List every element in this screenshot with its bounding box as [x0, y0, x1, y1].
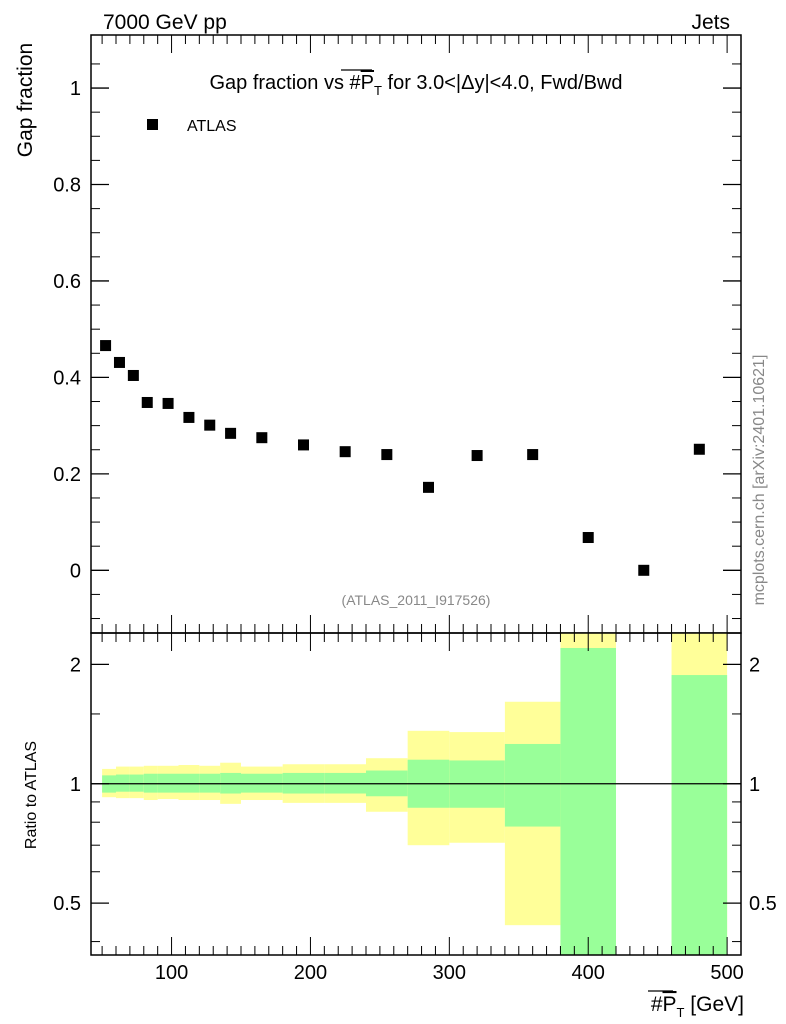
xlabel-suffix: [GeV]	[684, 993, 744, 1016]
ratio-y-tick-label-right: 0.5	[749, 893, 777, 915]
data-point	[100, 340, 112, 352]
data-point	[256, 432, 268, 444]
data-point	[141, 396, 153, 408]
title-suffix: for 3.0<|Δy|<4.0, Fwd/Bwd	[382, 72, 623, 94]
stat-uncertainty-band	[671, 675, 728, 955]
x-axis-label: #PT [GeV]	[651, 993, 744, 1020]
main-y-tick-label: 0.6	[53, 271, 81, 293]
ratio-y-tick-label: 1	[70, 774, 81, 796]
ratio-y-tick-label-right: 2	[749, 654, 760, 676]
mcplots-side-label: mcplots.cern.ch [arXiv:2401.10621]	[751, 355, 768, 606]
x-tick-label: 100	[155, 962, 188, 984]
ratio-axis-ticks: 0.5 0.5 1 1 2 2 100 200 300 400 500	[53, 633, 777, 984]
data-point	[423, 481, 434, 493]
main-y-tick-label: 0.4	[53, 367, 81, 389]
data-point	[183, 411, 195, 423]
legend-label-atlas: ATLAS	[187, 118, 237, 135]
data-point	[693, 443, 705, 455]
data-point	[127, 369, 139, 381]
main-y-tick-label: 0.8	[53, 175, 81, 197]
ratio-plot-frame	[90, 632, 742, 956]
data-point	[638, 564, 650, 576]
data-point	[113, 356, 125, 368]
data-point	[471, 450, 483, 462]
ratio-uncertainty-bands	[102, 633, 728, 955]
xlabel-pt-subscript: T	[677, 1005, 685, 1020]
xlabel-prefix: #	[651, 993, 663, 1016]
ratio-plot: 0.5 0.5 1 1 2 2 100 200 300 400 500 Ratio to ATLAS…	[23, 632, 777, 1020]
x-tick-label: 300	[433, 962, 466, 984]
data-point	[225, 427, 237, 439]
title-prefix: Gap fraction vs #	[209, 72, 361, 94]
data-point	[162, 397, 174, 409]
main-y-tick-label: 0	[70, 560, 81, 582]
ratio-y-tick-label: 0.5	[53, 893, 81, 915]
data-point	[582, 532, 594, 544]
stat-uncertainty-band	[560, 647, 616, 955]
legend-marker	[147, 119, 158, 130]
analysis-watermark: (ATLAS_2011_I917526)	[342, 592, 491, 608]
main-y-axis-label: Gap fraction	[14, 43, 37, 157]
data-point	[298, 439, 309, 451]
ratio-y-axis-label: Ratio to ATLAS	[23, 741, 40, 849]
title-pt-subscript: T	[374, 83, 382, 98]
data-point	[527, 449, 539, 461]
xlabel-pt-symbol: P	[663, 993, 677, 1016]
main-y-tick-label: 1	[70, 78, 81, 100]
main-plot-title: Gap fraction vs #PT for 3.0<|Δy|<4.0, Fw…	[209, 72, 622, 98]
data-point	[204, 419, 216, 431]
main-y-tick-label: 0.2	[53, 464, 81, 486]
ratio-y-tick-label-right: 1	[749, 774, 760, 796]
x-tick-label: 200	[294, 962, 327, 984]
data-point	[381, 449, 393, 461]
x-tick-label: 500	[710, 962, 743, 984]
title-pt-symbol: P	[361, 72, 374, 94]
ratio-y-tick-label: 2	[70, 654, 81, 676]
main-data-points	[100, 340, 705, 576]
jets-label: Jets	[691, 11, 730, 34]
main-y-ticks: 0 0.2 0.4 0.6 0.8 1	[53, 35, 741, 633]
stat-uncertainty-band	[504, 743, 561, 827]
data-point	[339, 446, 351, 458]
energy-label: 7000 GeV pp	[103, 11, 227, 34]
x-tick-label: 400	[572, 962, 605, 984]
main-plot: 0 0.2 0.4 0.6 0.8 1 Gap fraction Gap fraction…	[14, 34, 742, 634]
